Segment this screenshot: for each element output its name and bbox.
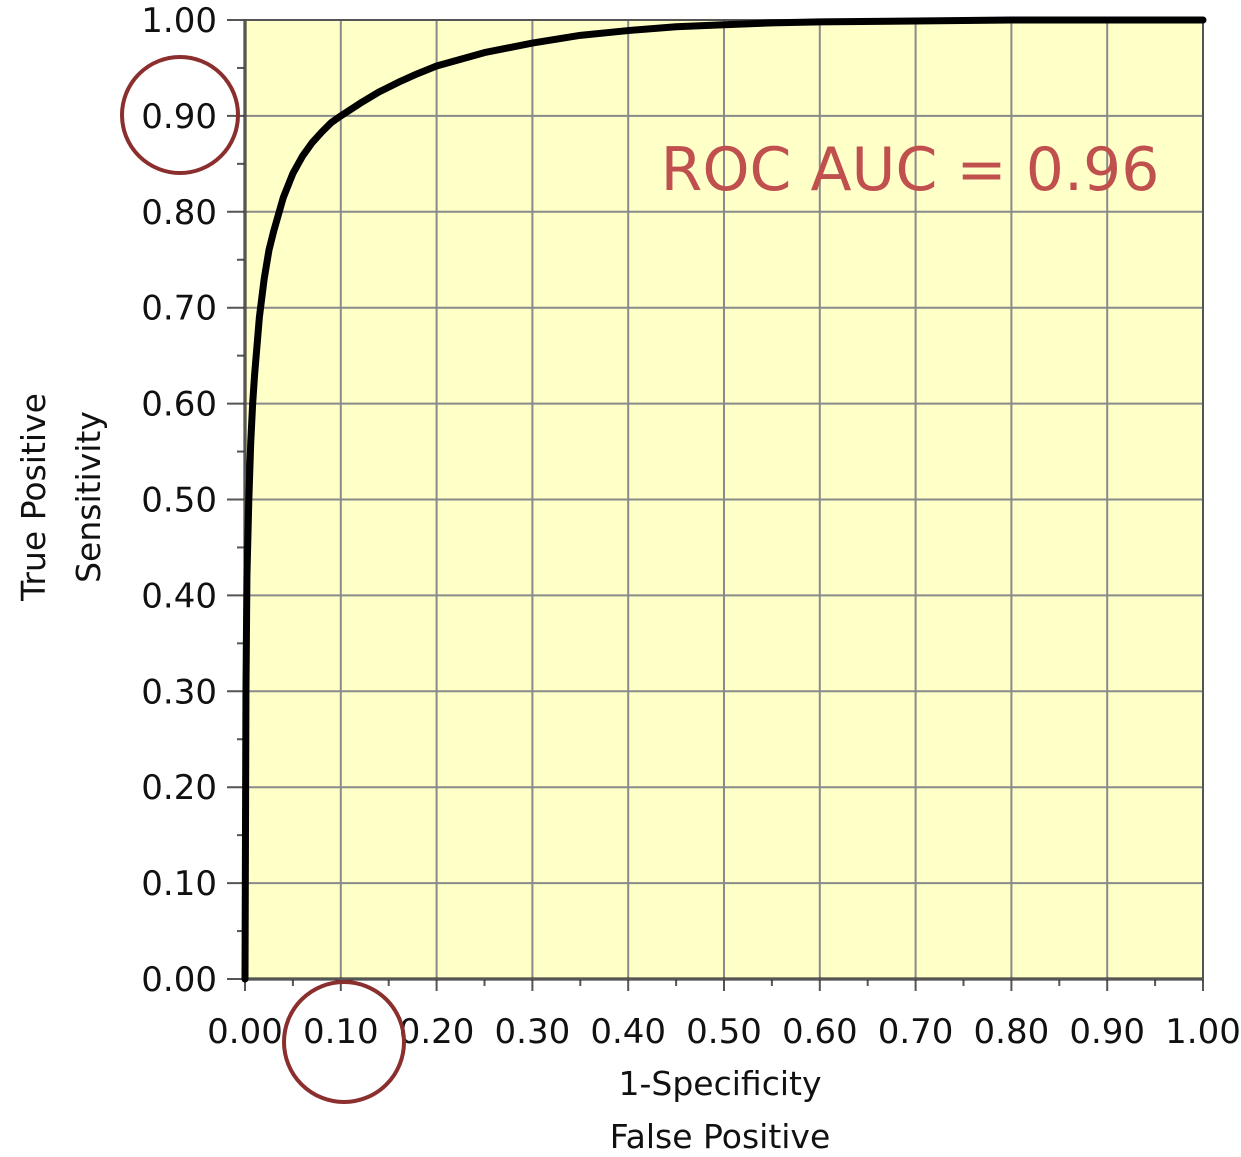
x-tick-label: 0.10	[303, 1012, 379, 1052]
y-tick-label: 0.90	[141, 97, 217, 137]
y-tick-label: 0.70	[141, 289, 217, 329]
x-tick-label: 0.80	[974, 1012, 1050, 1052]
y-axis-label-1: True Positive	[14, 393, 53, 602]
x-tick-label: 0.40	[590, 1012, 666, 1052]
plot-border	[244, 19, 1204, 980]
x-tick-label: 1.00	[1165, 1012, 1241, 1052]
x-axis-label-2: False Positive	[610, 1117, 831, 1156]
y-tick-label: 0.50	[141, 481, 217, 521]
tick-labels: 0.00 0.10 0.20 0.30 0.40 0.50 0.60 0.70 0.80 0.90…	[141, 1, 1241, 1052]
curve-layer	[241, 16, 1207, 983]
y-tick-label: 1.00	[141, 1, 217, 41]
y-axis-label-2: Sensitivity	[69, 411, 108, 583]
y-tick-highlight-circle	[120, 55, 240, 175]
y-tick-label: 0.80	[141, 193, 217, 233]
x-tick-label: 0.20	[399, 1012, 475, 1052]
y-tick-label: 0.30	[141, 672, 217, 712]
x-tick-label: 0.00	[207, 1012, 283, 1052]
x-tick-label: 0.90	[1069, 1012, 1145, 1052]
roc-auc-annotation: ROC AUC = 0.96	[661, 135, 1160, 205]
y-tick-label: 0.60	[141, 385, 217, 425]
y-tick-label: 0.40	[141, 576, 217, 616]
y-tick-label: 0.20	[141, 768, 217, 808]
x-tick-label: 0.30	[495, 1012, 571, 1052]
x-tick-label: 0.60	[782, 1012, 858, 1052]
x-tick-label: 0.50	[686, 1012, 762, 1052]
y-tick-label: 0.10	[141, 864, 217, 904]
roc-curve	[241, 16, 1207, 983]
axes	[227, 19, 1204, 991]
x-axis-label-1: 1-Specificity	[619, 1064, 822, 1103]
y-tick-label: 0.00	[141, 960, 217, 1000]
x-tick-highlight-circle	[282, 980, 406, 1104]
x-tick-label: 0.70	[878, 1012, 954, 1052]
